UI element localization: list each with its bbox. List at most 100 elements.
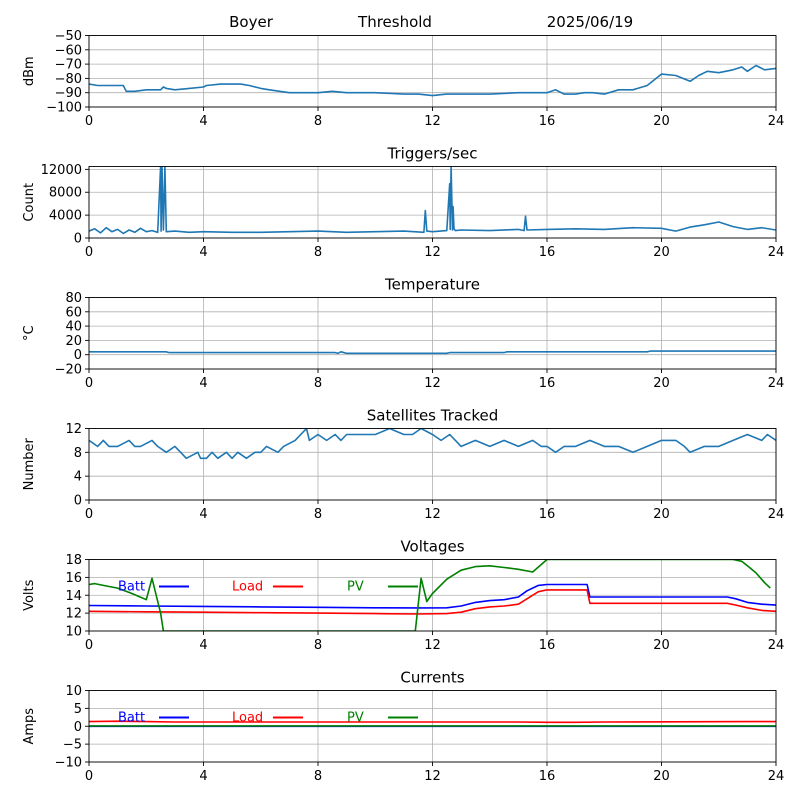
x-tick-label: 12: [424, 376, 441, 391]
x-tick-label: 4: [199, 507, 207, 522]
series-line-1: [89, 428, 776, 460]
y-tick-label: 10: [65, 625, 82, 640]
chart-title: Satellites Tracked: [367, 407, 498, 425]
x-tick-label: 0: [85, 638, 93, 653]
y-tick-label: 14: [65, 589, 82, 604]
y-axis-label: Volts: [22, 579, 37, 611]
y-tick-label: −5: [63, 738, 82, 753]
series-line-load: [89, 589, 776, 615]
x-tick-label: 12: [424, 245, 441, 260]
x-tick-label: 12: [424, 638, 441, 653]
x-tick-label: 4: [199, 114, 207, 129]
header-mode: Threshold: [357, 13, 432, 31]
series-line-1: [89, 350, 776, 355]
header-site: Boyer: [229, 13, 274, 31]
x-tick-label: 0: [85, 376, 93, 391]
y-tick-label: 5: [74, 702, 82, 717]
x-tick-label: 20: [653, 638, 670, 653]
y-tick-label: 12: [65, 422, 82, 437]
x-tick-label: 12: [424, 769, 441, 784]
y-tick-label: 8000: [49, 186, 82, 201]
x-tick-label: 24: [768, 376, 785, 391]
chart-panel-6: 0 4 8 12 16 20 24 −10 −5 0 5 10 Currents Amps Batt Load…: [22, 669, 784, 785]
y-tick-label: 40: [65, 320, 82, 335]
chart-panel-4: 0 4 8 12 16 20 24 0 4 8 12 Satellites Tracked Number: [22, 407, 784, 523]
y-tick-label: 0: [74, 232, 82, 247]
y-axis-label: dBm: [22, 56, 37, 86]
series-line-load: [89, 720, 776, 724]
x-tick-label: 24: [768, 638, 785, 653]
y-tick-label: 16: [65, 571, 82, 586]
x-tick-label: 24: [768, 769, 785, 784]
y-axis-label: Number: [22, 437, 37, 490]
x-tick-label: 16: [539, 507, 556, 522]
y-tick-label: 10: [65, 684, 82, 699]
y-tick-label: 0: [74, 720, 82, 735]
x-tick-label: 24: [768, 507, 785, 522]
chart-panel-2: 0 4 8 12 16 20 24 0 4000 8000 12000 Triggers/sec Cou…: [22, 145, 784, 261]
x-tick-label: 24: [768, 245, 785, 260]
x-tick-label: 8: [314, 376, 322, 391]
x-tick-label: 12: [424, 507, 441, 522]
y-tick-label: 18: [65, 553, 82, 568]
x-tick-label: 20: [653, 376, 670, 391]
y-axis-label: Count: [22, 183, 37, 222]
legend-label-batt: Batt: [118, 711, 145, 726]
x-tick-label: 4: [199, 245, 207, 260]
y-tick-label: −50: [55, 29, 82, 44]
y-tick-label: −80: [55, 72, 82, 87]
y-tick-label: −70: [55, 58, 82, 73]
chart-panel-5: 0 4 8 12 16 20 24 10 12 14 16 18 Voltages Volts Batt Lo…: [22, 538, 784, 654]
x-tick-label: 20: [653, 769, 670, 784]
y-tick-label: 80: [65, 291, 82, 306]
y-tick-label: −10: [55, 756, 82, 771]
x-tick-label: 4: [199, 638, 207, 653]
x-tick-label: 20: [653, 114, 670, 129]
y-tick-label: 12: [65, 607, 82, 622]
y-tick-label: 0: [74, 348, 82, 363]
x-tick-label: 8: [314, 245, 322, 260]
series-line-batt: [89, 583, 776, 609]
y-tick-label: −20: [55, 363, 82, 378]
y-tick-label: −60: [55, 43, 82, 58]
y-tick-label: 0: [74, 494, 82, 509]
x-tick-label: 16: [539, 376, 556, 391]
legend-label-batt: Batt: [118, 580, 145, 595]
legend-label-load: Load: [232, 580, 263, 595]
x-tick-label: 20: [653, 507, 670, 522]
y-tick-label: 4000: [49, 209, 82, 224]
y-tick-label: −90: [55, 86, 82, 101]
x-tick-label: 8: [314, 769, 322, 784]
chart-title: Currents: [400, 669, 464, 687]
x-tick-label: 8: [314, 507, 322, 522]
x-tick-label: 0: [85, 245, 93, 260]
x-tick-label: 16: [539, 638, 556, 653]
series-line-1: [89, 166, 776, 235]
y-tick-label: 20: [65, 334, 82, 349]
x-tick-label: 4: [199, 769, 207, 784]
x-tick-label: 0: [85, 114, 93, 129]
x-tick-label: 12: [424, 114, 441, 129]
y-tick-label: 60: [65, 305, 82, 320]
series-line-pv: [89, 559, 771, 631]
x-tick-label: 8: [314, 114, 322, 129]
x-tick-label: 0: [85, 769, 93, 784]
chart-title: Temperature: [384, 276, 480, 294]
y-tick-label: −100: [46, 101, 82, 116]
chart-title: Voltages: [400, 538, 464, 556]
x-tick-label: 16: [539, 114, 556, 129]
x-tick-label: 4: [199, 376, 207, 391]
chart-panel-1: 0 4 8 12 16 20 24 −100−90−80−70−60−50 dBm: [22, 29, 784, 129]
legend-label-pv: PV: [347, 580, 364, 595]
legend-label-pv: PV: [347, 711, 364, 726]
series-line-1: [89, 64, 776, 97]
legend-label-load: Load: [232, 711, 263, 726]
x-tick-label: 0: [85, 507, 93, 522]
x-tick-label: 20: [653, 245, 670, 260]
x-tick-label: 16: [539, 245, 556, 260]
chart-title: Triggers/sec: [387, 145, 478, 163]
x-tick-label: 8: [314, 638, 322, 653]
x-tick-label: 24: [768, 114, 785, 129]
